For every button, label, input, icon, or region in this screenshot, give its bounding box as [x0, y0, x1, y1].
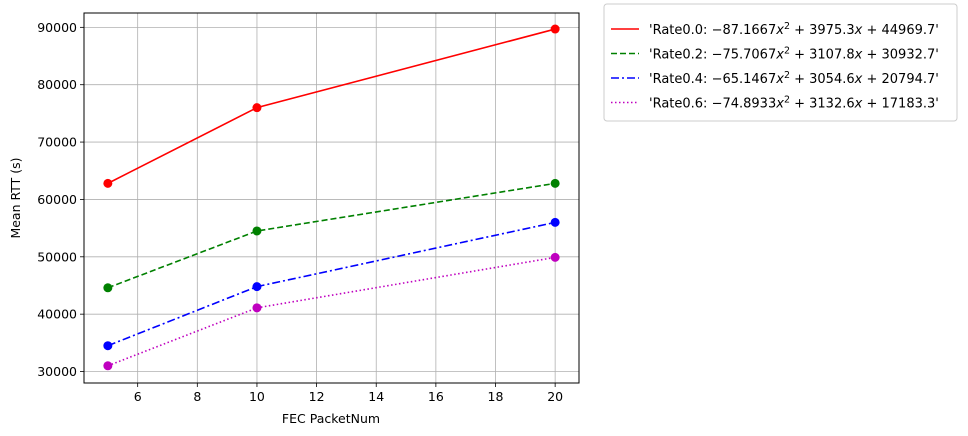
y-tick-label: 40000	[37, 307, 77, 322]
y-tick-label: 70000	[37, 135, 77, 150]
x-tick-label: 16	[428, 389, 444, 404]
data-point	[550, 178, 560, 188]
x-tick-label: 14	[368, 389, 384, 404]
data-point	[103, 361, 113, 371]
axis-ticks: 6 8 10 12 14 16 18 20 30000 40000 50000 60000 70000 8…	[37, 20, 563, 404]
data-point	[550, 252, 560, 262]
y-tick-label: 30000	[37, 364, 77, 379]
y-tick-label: 80000	[37, 77, 77, 92]
x-axis-label: FEC PacketNum	[282, 411, 380, 426]
y-tick-label: 60000	[37, 192, 77, 207]
data-point	[252, 103, 262, 113]
data-point	[550, 217, 560, 227]
data-point	[252, 282, 262, 292]
x-tick-label: 18	[488, 389, 504, 404]
y-tick-label: 90000	[37, 20, 77, 35]
y-tick-label: 50000	[37, 249, 77, 264]
series-line-1	[107, 182, 556, 289]
x-tick-label: 10	[249, 389, 265, 404]
x-tick-label: 6	[134, 389, 142, 404]
x-tick-label: 20	[547, 389, 563, 404]
data-point	[103, 341, 113, 351]
data-point	[550, 24, 560, 34]
series-line-2	[107, 221, 556, 347]
legend-label: 'Rate0.6: −74.8933x2 + 3132.6x + 17183.3…	[649, 95, 939, 112]
y-axis-label: Mean RTT (s)	[8, 157, 23, 238]
legend-frame	[603, 3, 958, 122]
series-line-3	[107, 256, 556, 367]
grid	[84, 13, 579, 383]
legend-label: 'Rate0.0: −87.1667x2 + 3975.3x + 44969.7…	[649, 21, 939, 38]
data-point	[103, 178, 113, 188]
legend-label: 'Rate0.2: −75.7067x2 + 3107.8x + 30932.7…	[649, 46, 939, 63]
series-line-0	[107, 28, 556, 185]
x-tick-label: 12	[309, 389, 325, 404]
data-point	[252, 303, 262, 313]
legend-label: 'Rate0.4: −65.1467x2 + 3054.6x + 20794.7…	[649, 70, 939, 87]
plot-frame	[83, 12, 580, 384]
data-point	[103, 283, 113, 293]
legend: 'Rate0.0: −87.1667x2 + 3975.3x + 44969.7…	[603, 3, 958, 122]
data-point	[252, 226, 262, 236]
x-tick-label: 8	[193, 389, 201, 404]
series-lines	[103, 24, 560, 371]
